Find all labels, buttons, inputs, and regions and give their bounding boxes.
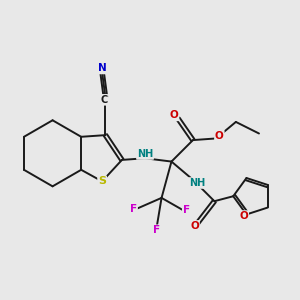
Text: NH: NH: [189, 178, 205, 188]
Text: O: O: [239, 211, 248, 221]
Text: C: C: [100, 95, 107, 105]
Text: F: F: [183, 206, 190, 215]
Text: F: F: [130, 204, 137, 214]
Text: S: S: [98, 176, 106, 186]
Text: O: O: [190, 221, 199, 231]
Text: O: O: [170, 110, 178, 120]
Text: NH: NH: [137, 149, 153, 159]
Text: O: O: [215, 131, 224, 141]
Text: N: N: [98, 63, 106, 74]
Text: F: F: [153, 225, 160, 235]
